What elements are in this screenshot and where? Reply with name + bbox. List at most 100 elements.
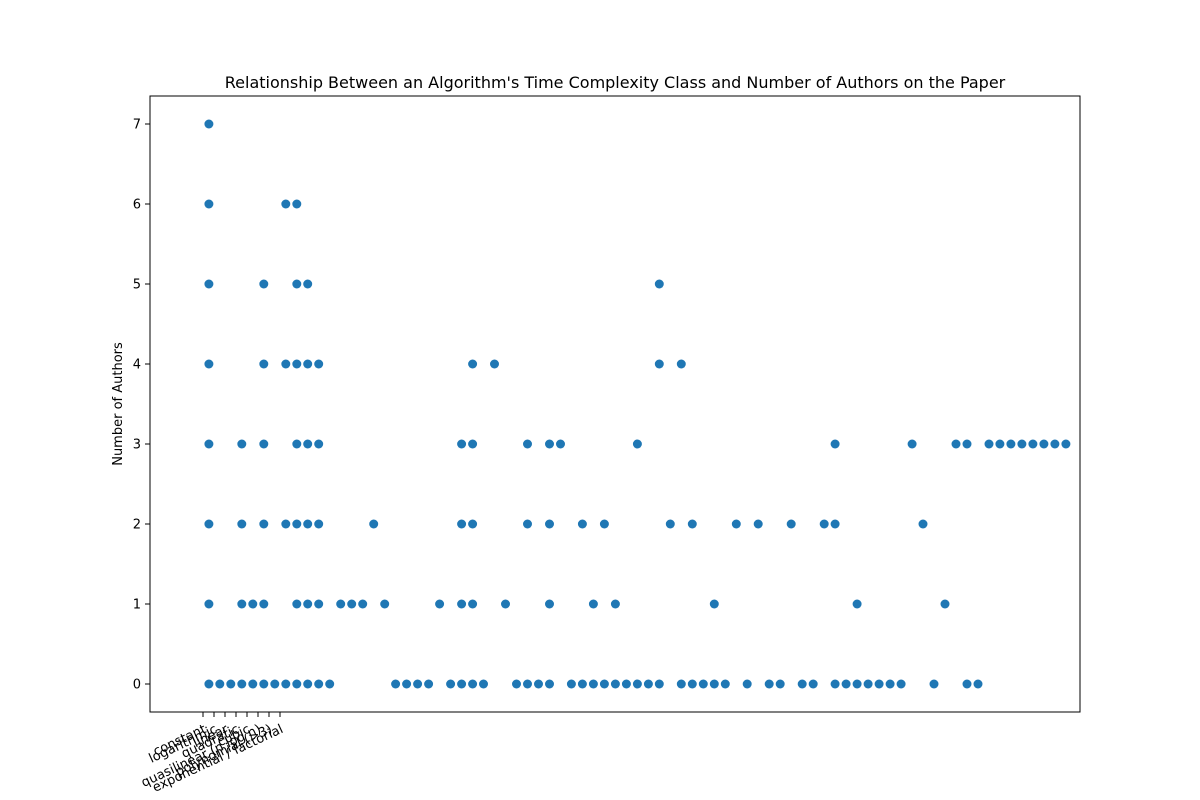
data-point: [303, 679, 313, 689]
data-point: [786, 519, 796, 529]
y-tick-label: 4: [133, 358, 141, 373]
data-point: [731, 519, 741, 529]
data-point: [709, 599, 719, 609]
data-point: [588, 679, 598, 689]
data-point: [610, 599, 620, 609]
data-point: [830, 519, 840, 529]
data-point: [259, 439, 269, 449]
data-point: [204, 679, 214, 689]
data-point: [523, 439, 532, 449]
data-point: [654, 279, 664, 289]
data-point: [259, 519, 269, 529]
data-point: [545, 679, 554, 689]
data-point: [204, 519, 214, 529]
data-point: [566, 679, 576, 689]
data-point: [303, 279, 313, 289]
data-point: [852, 599, 862, 609]
data-point: [292, 439, 302, 449]
data-point: [281, 199, 291, 209]
data-point: [665, 519, 675, 529]
data-point: [577, 519, 587, 529]
data-point: [764, 679, 774, 689]
data-point: [259, 359, 269, 369]
data-point: [270, 679, 280, 689]
data-point: [347, 599, 357, 609]
data-point: [698, 679, 708, 689]
data-point: [292, 359, 302, 369]
data-point: [358, 599, 368, 609]
data-point: [292, 199, 302, 209]
axes-layer: 01234567constantlogarithmiclinearquadrat…: [133, 118, 286, 796]
data-point: [413, 679, 423, 689]
data-point: [259, 279, 269, 289]
data-point: [424, 679, 434, 689]
data-point: [204, 439, 214, 449]
data-point: [259, 599, 269, 609]
data-point: [204, 119, 214, 129]
y-tick-label: 5: [133, 278, 141, 293]
data-point: [654, 679, 664, 689]
data-point: [446, 679, 456, 689]
data-point: [1017, 439, 1027, 449]
data-point: [797, 679, 807, 689]
plot-frame: [149, 95, 1081, 713]
data-point: [973, 679, 983, 689]
data-point: [808, 679, 818, 689]
data-point: [830, 679, 840, 689]
data-point: [1039, 439, 1049, 449]
data-point: [676, 679, 686, 689]
data-point: [468, 439, 478, 449]
data-point: [545, 519, 554, 529]
y-tick-label: 2: [133, 518, 141, 533]
data-point: [874, 679, 884, 689]
data-point: [314, 359, 324, 369]
data-point: [830, 439, 840, 449]
data-point: [468, 599, 478, 609]
data-point: [248, 679, 258, 689]
data-point: [676, 359, 686, 369]
data-point: [303, 359, 313, 369]
data-point: [314, 519, 324, 529]
data-point: [753, 519, 763, 529]
data-point: [742, 679, 752, 689]
data-point: [468, 679, 478, 689]
data-point: [237, 599, 247, 609]
data-point: [709, 679, 719, 689]
data-point: [951, 439, 961, 449]
data-point: [918, 519, 928, 529]
data-point: [610, 679, 620, 689]
data-point: [457, 679, 467, 689]
data-point: [490, 359, 499, 369]
data-point: [391, 679, 401, 689]
data-point: [1028, 439, 1038, 449]
data-point: [863, 679, 873, 689]
data-point: [248, 599, 258, 609]
data-point: [204, 199, 214, 209]
data-point: [468, 359, 478, 369]
data-point: [512, 679, 521, 689]
data-point: [534, 679, 543, 689]
data-point: [523, 519, 532, 529]
data-point: [435, 599, 445, 609]
data-point: [292, 519, 302, 529]
data-point: [654, 359, 664, 369]
data-point: [556, 439, 565, 449]
data-point: [314, 599, 324, 609]
data-point: [204, 599, 214, 609]
data-point: [632, 679, 642, 689]
data-point: [852, 679, 862, 689]
data-point: [457, 519, 467, 529]
data-point: [599, 519, 609, 529]
data-point: [468, 519, 478, 529]
data-point: [545, 439, 554, 449]
data-point: [226, 679, 236, 689]
y-tick-label: 0: [133, 678, 141, 693]
data-point: [523, 679, 532, 689]
data-point: [720, 679, 730, 689]
data-point: [588, 599, 598, 609]
data-point: [577, 679, 587, 689]
data-point: [457, 599, 467, 609]
data-point: [303, 519, 313, 529]
y-tick-label: 7: [133, 118, 141, 133]
